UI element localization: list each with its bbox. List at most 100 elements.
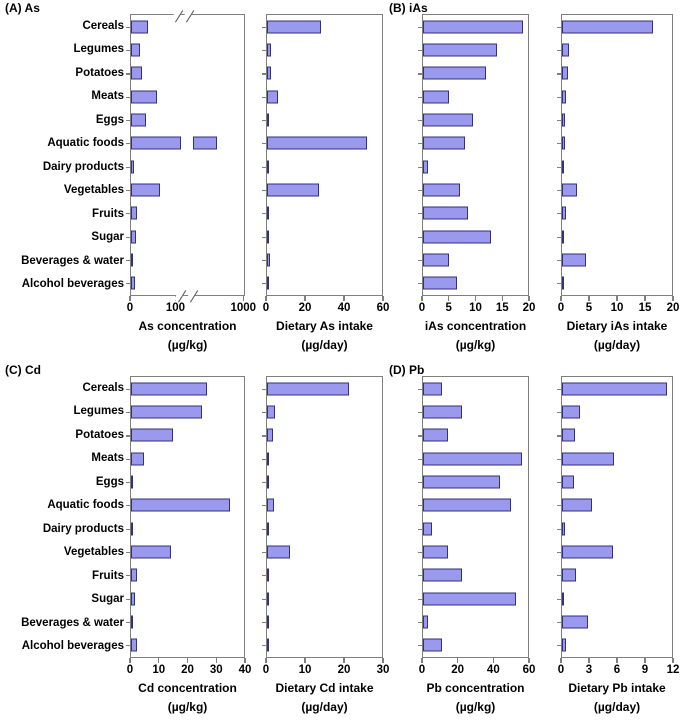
- panel-d-title: (D) Pb: [389, 363, 425, 377]
- bar-row: [262, 587, 382, 610]
- category-tick: [418, 189, 423, 192]
- bar-row: [557, 62, 672, 85]
- chart-dietary-pb-intake: 0 3 6 9 12 Dietary Pb intake (µg/day): [557, 376, 679, 717]
- bar-row: [418, 610, 528, 633]
- category-tick: [262, 26, 267, 28]
- bar-sugar: [562, 230, 564, 244]
- x-tick-label: 40: [238, 664, 252, 676]
- bar-row: [418, 587, 528, 610]
- bar-row: [418, 470, 528, 493]
- category-label: Potatoes: [75, 66, 124, 79]
- category-labels-top: Cereals Legumes Potatoes Meats Eggs Aquatic f…: [0, 14, 128, 296]
- bar-dairy-products: [267, 522, 269, 536]
- bar-potatoes: [267, 66, 271, 80]
- category-tick: [262, 213, 267, 215]
- bar-row: [126, 634, 244, 657]
- category-tick: [126, 505, 131, 507]
- category-tick: [262, 283, 267, 285]
- bar-fruits: [267, 206, 269, 220]
- bar-beverages-water: [423, 615, 429, 629]
- category-tick: [126, 388, 131, 390]
- axis-title: As concentration: [138, 319, 237, 333]
- x-tick-label: 0: [262, 664, 270, 676]
- x-tick: [242, 296, 244, 301]
- bar-row: [262, 377, 382, 400]
- category-tick: [262, 621, 267, 624]
- bar-beverages-water: [423, 253, 450, 267]
- x-tick: [382, 658, 384, 663]
- axis-title-unit: (µg/kg): [167, 700, 208, 714]
- x-axis-ticks: [421, 296, 530, 301]
- bar-eggs: [131, 475, 134, 489]
- bar-row: [557, 540, 672, 563]
- x-tick: [265, 658, 267, 663]
- category-label: Potatoes: [75, 428, 124, 441]
- category-tick: [557, 96, 562, 98]
- category-tick: [418, 598, 423, 600]
- x-tick-label: 20: [337, 664, 351, 676]
- bar-row: [262, 108, 382, 131]
- bar-dairy-products: [131, 522, 133, 536]
- bar-row: [557, 400, 672, 423]
- bar-sugar: [423, 230, 492, 244]
- bar-potatoes: [131, 66, 143, 80]
- category-tick: [126, 259, 131, 262]
- category-tick: [557, 645, 562, 647]
- bar-row: [557, 155, 672, 178]
- category-label: Cereals: [82, 19, 124, 32]
- bar-vegetables: [267, 183, 319, 197]
- bar-row: [262, 15, 382, 38]
- category-tick: [557, 551, 562, 554]
- category-tick: [557, 259, 562, 262]
- bar-cereals: [131, 20, 148, 34]
- x-axis-ticks: [560, 296, 674, 301]
- plot-area-pb-concentration: [418, 376, 529, 658]
- x-tick-label: 0: [262, 302, 270, 314]
- category-tick: [126, 551, 131, 554]
- category-label: Sugar: [91, 593, 124, 606]
- category-tick: [418, 73, 423, 75]
- x-tick-label: 0: [418, 664, 426, 676]
- x-tick-label: 20: [522, 302, 536, 314]
- category-tick: [418, 26, 423, 28]
- plot-area-dietary-ias-intake: [557, 14, 673, 296]
- bar-legumes: [423, 405, 462, 419]
- x-tick-label: 40: [337, 302, 351, 314]
- bar-potatoes: [423, 428, 449, 442]
- category-tick: [418, 481, 423, 484]
- bar-beverages-water: [562, 615, 588, 629]
- bar-row: [126, 424, 244, 447]
- category-tick: [418, 236, 423, 238]
- bar-row: [418, 155, 528, 178]
- category-tick: [126, 119, 131, 122]
- bar-row: [126, 85, 244, 108]
- category-tick: [418, 411, 423, 414]
- category-tick: [557, 49, 562, 52]
- category-tick: [126, 575, 131, 577]
- bar-vegetables: [562, 545, 614, 559]
- bar-fruits: [131, 206, 137, 220]
- x-tick: [560, 296, 562, 301]
- x-tick-label: 9: [641, 664, 649, 676]
- x-tick-label: 1000: [230, 302, 257, 314]
- x-tick: [244, 658, 246, 663]
- bar-row: [418, 62, 528, 85]
- x-tick: [492, 658, 494, 663]
- category-tick: [418, 213, 423, 215]
- category-tick: [126, 435, 131, 437]
- category-tick: [262, 481, 267, 484]
- category-tick: [126, 236, 131, 238]
- bar-cereals: [131, 382, 208, 396]
- bar-legumes: [267, 405, 275, 419]
- bar-beverages-water: [131, 253, 133, 267]
- bar-row: [262, 248, 382, 271]
- bar-row: [418, 108, 528, 131]
- category-tick: [557, 213, 562, 215]
- category-tick: [418, 551, 423, 554]
- axis-title-unit: (µg/day): [301, 700, 348, 714]
- x-tick-label: 0: [557, 664, 565, 676]
- category-tick: [557, 458, 562, 460]
- bar-beverages-water: [131, 615, 133, 629]
- category-tick: [126, 26, 131, 28]
- category-label: Beverages & water: [21, 616, 124, 629]
